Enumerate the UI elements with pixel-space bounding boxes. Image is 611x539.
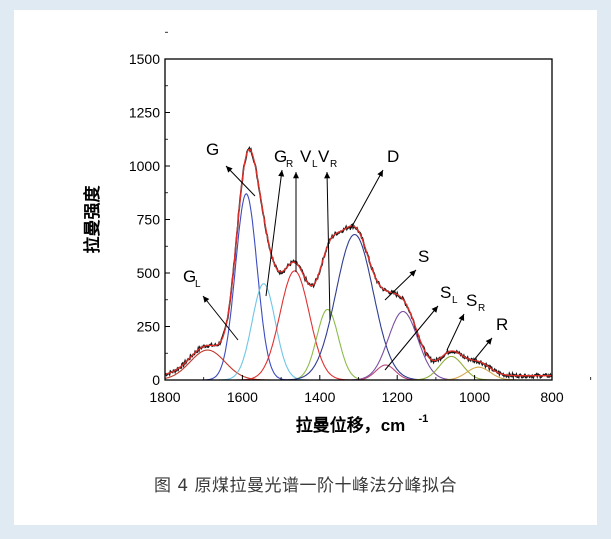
x-tick-label: 1800 [149, 389, 180, 405]
peak-leader-arrowhead [377, 170, 383, 177]
peak-leader-arrowhead [203, 296, 210, 303]
x-axis-label-superscript: -1 [419, 413, 429, 425]
peak-curve-vl [165, 270, 552, 381]
peak-label: G [183, 267, 196, 286]
peak-leader-arrowhead [431, 306, 438, 313]
y-axis-label: 拉曼强度 [82, 185, 102, 254]
peak-leader-line [349, 169, 384, 231]
fitted-sum-line [164, 148, 552, 377]
y-tick-label: 1000 [129, 158, 160, 174]
peak-curve-gl [164, 349, 552, 381]
peak-label-subscript: L [195, 279, 201, 290]
x-tick-label: 1200 [382, 389, 413, 405]
peak-label: V [300, 147, 312, 166]
peak-leader-arrowhead [458, 314, 465, 321]
peak-leader-line [202, 295, 239, 341]
peak-label: S [440, 283, 451, 302]
peak-leader-arrowhead [409, 270, 416, 277]
peak-leader-line [446, 313, 465, 351]
figure-panel [14, 10, 597, 525]
measured-spectrum-line [164, 145, 553, 380]
y-tick-label: 250 [137, 319, 161, 335]
y-tick-label: 1500 [129, 51, 160, 67]
peak-leader-line [225, 165, 256, 197]
plot-frame [164, 58, 553, 381]
peak-label: D [387, 147, 399, 166]
peak-leader-line [265, 169, 283, 297]
figure-caption: 图 4 原煤拉曼光谱一阶十峰法分峰拟合 [153, 476, 458, 496]
peak-curve-gr [165, 283, 552, 381]
peak-label-subscript: R [330, 159, 337, 170]
y-tick-label: 0 [152, 372, 160, 388]
peak-leader-arrowhead [324, 172, 331, 179]
peak-label-subscript: L [312, 159, 318, 170]
peak-label: G [206, 140, 219, 159]
x-axis-label: 拉曼位移，cm [296, 415, 406, 435]
peak-leader-arrowhead [293, 172, 299, 179]
raman-chart: 0 250 500 750 1000 1250 1500 1800 1600 1400 1200 10… [82, 31, 592, 435]
peak-label-subscript: R [478, 303, 485, 314]
peak-leader-line [326, 171, 331, 321]
peak-label: R [496, 315, 508, 334]
peak-leader-line [384, 305, 439, 371]
y-tick-label: 750 [137, 212, 161, 228]
peak-leader-arrowhead [226, 166, 233, 173]
x-tick-label: 1400 [304, 389, 335, 405]
peak-label: S [418, 247, 429, 266]
peak-label: G [274, 147, 287, 166]
x-tick-label: 1000 [459, 389, 490, 405]
peak-label: S [466, 291, 477, 310]
peak-leader-arrowhead [278, 170, 285, 177]
peak-curve-g [165, 193, 552, 381]
peak-leader-arrowhead [485, 338, 492, 345]
y-tick-label: 500 [137, 265, 161, 281]
peak-label-subscript: R [286, 159, 293, 170]
peak-leader-line [384, 269, 417, 301]
x-tick-label: 800 [540, 389, 564, 405]
y-tick-label: 1250 [129, 105, 160, 121]
peak-label-subscript: L [452, 295, 458, 306]
peak-curve-d [165, 233, 552, 381]
peak-label: V [318, 147, 330, 166]
x-tick-label: 1600 [227, 389, 258, 405]
